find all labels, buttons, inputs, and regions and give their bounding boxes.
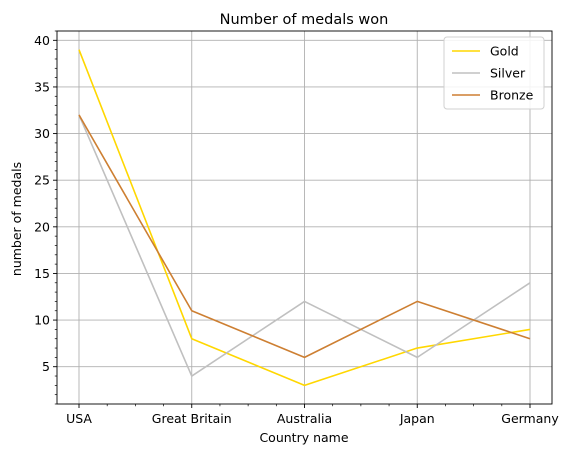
y-tick-label: 25 — [34, 173, 50, 188]
legend-box — [443, 36, 545, 110]
legend-label-silver: Silver — [490, 66, 526, 81]
y-tick-label: 15 — [34, 266, 50, 281]
legend-label-gold: Gold — [490, 44, 519, 59]
series-lines — [78, 49, 531, 387]
series-line-silver — [78, 114, 531, 377]
plot-frame — [56, 30, 553, 405]
series-line-gold — [78, 49, 531, 387]
y-tick-label: 35 — [34, 79, 50, 94]
y-tick-label: 10 — [34, 313, 50, 328]
y-tick-label: 40 — [34, 33, 50, 48]
y-tick-label: 5 — [42, 359, 50, 374]
chart-title: Number of medals won — [220, 12, 389, 28]
axes: USA Great Britain Australia Japan Germany 5 10… — [34, 30, 559, 426]
x-tick-label: Great Britain — [152, 411, 232, 426]
x-tick-label: Japan — [399, 411, 435, 426]
y-tick-label: 20 — [34, 219, 50, 234]
x-tick-label: Germany — [501, 411, 559, 426]
x-axis-label: Country name — [259, 430, 348, 445]
y-tick-label: 30 — [34, 126, 50, 141]
y-axis-label: number of medals — [9, 162, 24, 276]
x-tick-label: USA — [66, 411, 92, 426]
series-line-bronze — [78, 114, 531, 359]
x-tick-label: Australia — [277, 411, 332, 426]
legend: Gold Silver Bronze — [443, 36, 545, 110]
legend-label-bronze: Bronze — [490, 88, 534, 103]
